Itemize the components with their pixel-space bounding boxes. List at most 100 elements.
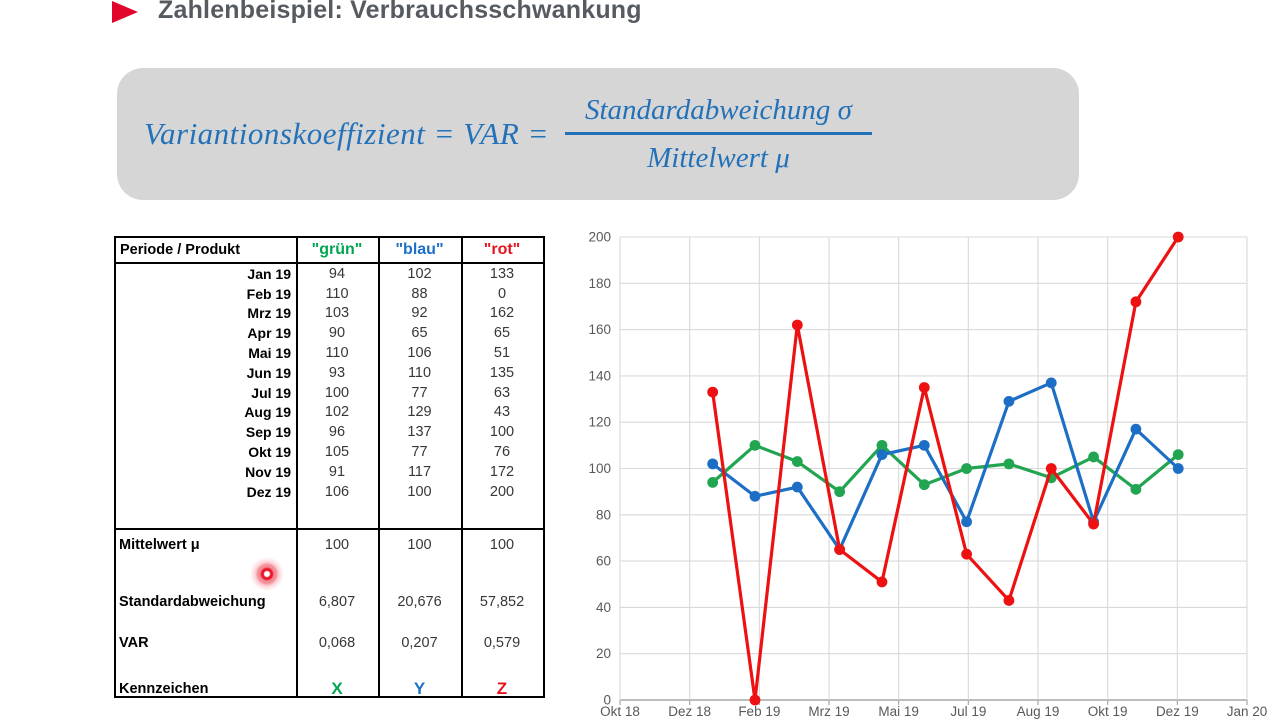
y-axis-tick-label: 40 (596, 600, 611, 615)
table-column-divider (378, 238, 380, 696)
data-point-grün (961, 463, 973, 474)
x-axis-tick-label: Jul 19 (950, 704, 986, 719)
table-row: Mai 19 110 106 51 (116, 343, 543, 363)
summary-row: Kennzeichen X Y Z (116, 678, 543, 700)
value-cell: 102 (324, 404, 350, 421)
data-point-blau (1130, 423, 1142, 435)
value-cell: 51 (493, 345, 511, 362)
month-cell: Jun 19 (246, 364, 291, 381)
summary-value-cell: 6,807 (318, 594, 356, 610)
table-row: Jan 19 94 102 133 (116, 264, 543, 284)
table-header-divider (116, 262, 543, 264)
summary-value-cell: Y (413, 679, 426, 698)
month-cell: Nov 19 (245, 463, 291, 480)
data-point-grün (918, 479, 930, 491)
value-cell: 129 (407, 404, 432, 421)
corner-header-cell: Periode / Produkt (120, 242, 241, 258)
formula-lhs: Variantionskoeffizient = VAR = (144, 116, 549, 151)
x-axis-tick-label: Dez 18 (668, 704, 711, 719)
value-cell: 90 (328, 325, 346, 342)
y-axis-tick-label: 20 (596, 646, 611, 661)
value-cell: 88 (411, 285, 428, 302)
data-point-grün (1088, 451, 1099, 463)
summary-value-cell: 20,676 (397, 594, 442, 610)
data-point-blau (707, 458, 719, 470)
summary-value-cell: 0,207 (401, 635, 438, 651)
data-point-grün (876, 439, 888, 451)
value-cell: 0 (497, 285, 507, 302)
data-point-grün (749, 439, 761, 451)
value-cell: 100 (324, 384, 350, 401)
y-axis-tick-label: 80 (596, 507, 611, 522)
data-point-blau (918, 439, 930, 451)
month-cell: Aug 19 (244, 404, 291, 421)
table-row: Okt 19 105 77 76 (116, 442, 543, 462)
x-axis-tick-label: Aug 19 (1017, 704, 1060, 719)
x-axis-tick-label: Mrz 19 (808, 704, 849, 719)
value-cell: 43 (493, 404, 511, 421)
consumption-line-chart: 0 20 40 60 80 100 120 140 160 180 200 Okt 18 Dez 18 F… (588, 230, 1267, 720)
data-point-rot (707, 386, 719, 398)
table-section-divider (116, 528, 543, 530)
formula-denominator: Mittelwert μ (647, 142, 790, 174)
y-axis-tick-label: 160 (588, 322, 611, 337)
x-axis-tick-label: Mai 19 (878, 704, 919, 719)
data-point-blau (1045, 377, 1057, 389)
summary-value-cell: 0,068 (318, 635, 356, 651)
summary-row: Mittelwert μ 100 100 100 (116, 532, 543, 558)
value-cell: 100 (407, 483, 432, 500)
laser-pointer-dot (249, 556, 285, 592)
value-cell: 110 (325, 285, 349, 302)
y-axis-tick-label: 60 (596, 554, 611, 569)
product-header-cell: "rot" (483, 241, 521, 258)
value-cell: 77 (411, 444, 428, 461)
series-line-blau (711, 381, 1180, 552)
table-row: Jul 19 100 77 63 (116, 383, 543, 403)
value-cell: 63 (493, 384, 511, 401)
data-point-rot (791, 319, 803, 331)
data-point-grün (1003, 458, 1015, 470)
data-point-blau (749, 490, 761, 502)
value-cell: 110 (407, 364, 432, 381)
y-axis-tick-label: 120 (588, 415, 611, 430)
month-cell: Jul 19 (251, 384, 291, 401)
value-cell: 137 (407, 424, 432, 441)
table-column-divider (461, 238, 463, 696)
y-axis-tick-label: 180 (588, 276, 611, 291)
value-cell: 94 (328, 265, 346, 282)
table-row: Aug 19 102 129 43 (116, 403, 543, 423)
table-header-row: Periode / Produkt "grün" "blau" "rot" (116, 238, 543, 262)
summary-value-cell: 57,852 (479, 594, 525, 610)
x-axis-tick-label: Okt 18 (600, 704, 640, 719)
formula-fraction: Standardabweichung σ Mittelwert μ (564, 93, 872, 174)
value-cell: 65 (411, 325, 428, 342)
table-row: Apr 19 90 65 65 (116, 323, 543, 343)
page-title: Zahlenbeispiel: Verbrauchsschwankung (158, 0, 642, 24)
value-cell: 117 (407, 463, 432, 480)
summary-value-cell: 100 (489, 537, 515, 553)
data-point-blau (791, 481, 803, 493)
summary-label-cell: Mittelwert μ (119, 537, 200, 553)
y-axis-tick-label: 0 (603, 693, 611, 708)
table-column-divider (296, 238, 298, 696)
month-cell: Dez 19 (246, 483, 291, 500)
value-cell: 105 (324, 444, 350, 461)
value-cell: 106 (324, 483, 350, 500)
red-arrow-bullet-icon (112, 0, 138, 23)
data-point-blau (1172, 463, 1184, 474)
formula-numerator: Standardabweichung σ (584, 93, 852, 126)
value-cell: 91 (328, 463, 346, 480)
summary-label-cell: VAR (119, 635, 149, 651)
table-row: Nov 19 91 117 172 (116, 462, 543, 482)
table-row: Dez 19 106 100 200 (116, 482, 543, 502)
value-cell: 76 (493, 444, 511, 461)
month-cell: Sep 19 (245, 424, 291, 441)
summary-value-cell: Z (496, 679, 508, 698)
data-table: Periode / Produkt "grün" "blau" "rot" Jan 19… (114, 236, 545, 698)
value-cell: 92 (411, 305, 428, 322)
value-cell: 96 (328, 424, 346, 441)
y-axis-tick-label: 100 (588, 461, 611, 476)
slide-title-row: Zahlenbeispiel: Verbrauchsschwankung (112, 0, 642, 25)
summary-value-cell: X (331, 679, 343, 698)
x-axis-tick-label: Dez 19 (1156, 704, 1199, 719)
